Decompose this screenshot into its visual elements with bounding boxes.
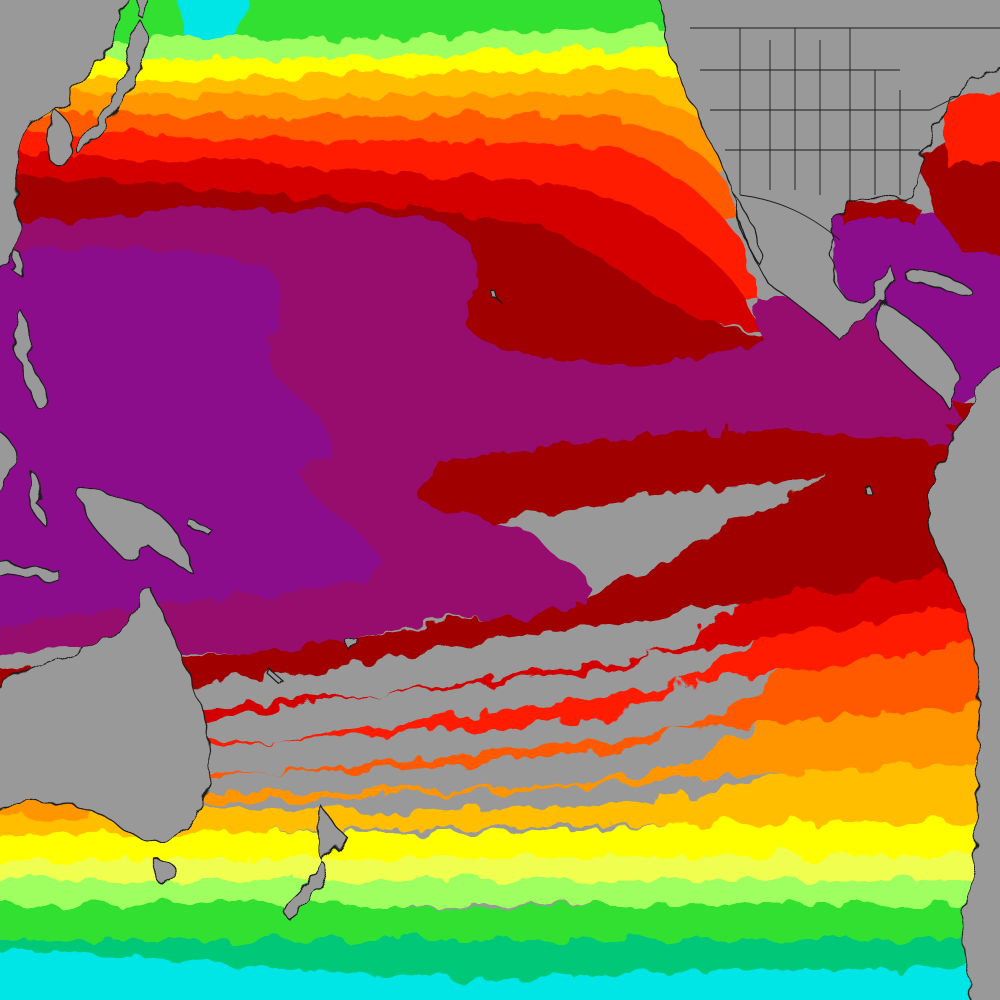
- band-amber-south: [0, 689, 1000, 835]
- south-america: [927, 365, 1000, 1000]
- australia: [0, 583, 213, 843]
- band-orange-south: [0, 571, 1000, 819]
- band-yellow-south: [0, 783, 1000, 860]
- band-green-south: [0, 880, 1000, 940]
- galapagos: [861, 483, 869, 491]
- new-caledonia: [265, 667, 283, 685]
- gulf-violet: [830, 206, 1000, 400]
- tasmania: [154, 859, 177, 885]
- sulawesi: [27, 469, 48, 526]
- hawaii: [488, 289, 501, 301]
- new-guinea: [78, 489, 191, 571]
- band-green-teal: [0, 905, 1000, 979]
- atlantic-red: [940, 92, 1000, 170]
- band-magenta-east: [753, 292, 960, 440]
- band-cyan-north: [176, 0, 247, 45]
- state-borders: [690, 27, 1000, 241]
- indonesia-islands: [0, 561, 61, 581]
- new-zealand-south: [284, 861, 328, 919]
- taiwan: [11, 248, 23, 277]
- japan: [74, 19, 148, 153]
- fiji: [344, 636, 359, 649]
- gulf-maroon: [840, 200, 920, 225]
- band-red-orange-south: [0, 486, 1000, 799]
- cuba: [904, 270, 971, 295]
- baja-california: [734, 193, 763, 266]
- solomon-islands: [187, 519, 211, 535]
- sakhalin: [136, 0, 149, 22]
- new-zealand-north: [318, 803, 346, 861]
- band-cyan: [0, 926, 1000, 1000]
- philippines: [15, 308, 49, 412]
- korean-peninsula: [47, 109, 71, 166]
- band-violet-warmest: [0, 246, 381, 627]
- borneo: [0, 431, 16, 491]
- asia-mainland: [0, 0, 127, 274]
